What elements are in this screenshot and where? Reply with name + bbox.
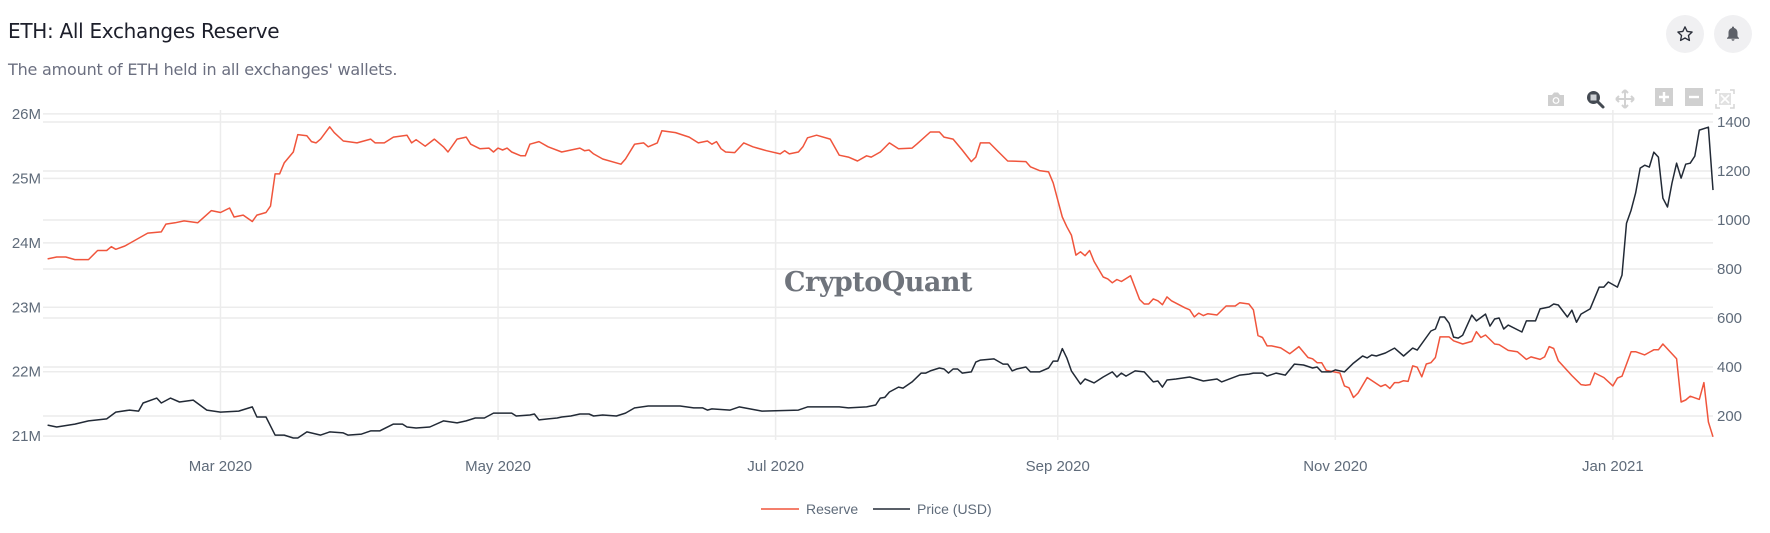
legend-item-price[interactable]: Price (USD) <box>873 501 992 517</box>
alert-button[interactable] <box>1714 15 1752 53</box>
y-right-tick-label: 1200 <box>1717 163 1750 180</box>
legend-label-reserve: Reserve <box>806 501 858 517</box>
page-title: ETH: All Exchanges Reserve <box>8 19 280 43</box>
y-left-tick-label: 22M <box>12 364 41 381</box>
y-right-tick-label: 400 <box>1717 359 1742 376</box>
zoom-in-icon <box>1655 88 1673 106</box>
y-left-tick-label: 26M <box>12 106 41 123</box>
autoscale-button[interactable] <box>1714 88 1736 110</box>
zoom-out-icon <box>1685 88 1703 106</box>
zoom-in-button[interactable] <box>1655 88 1677 110</box>
gridlines <box>43 110 1713 440</box>
y-right-tick-label: 800 <box>1717 261 1742 278</box>
y-right-tick-label: 1400 <box>1717 114 1750 131</box>
download-image-button[interactable] <box>1545 88 1567 110</box>
x-tick-label: Mar 2020 <box>189 458 252 475</box>
x-tick-label: Nov 2020 <box>1303 458 1367 475</box>
page-subtitle: The amount of ETH held in all exchanges'… <box>8 60 398 79</box>
pan-icon <box>1615 89 1635 109</box>
y-left-tick-label: 23M <box>12 299 41 316</box>
y-right-tick-label: 200 <box>1717 408 1742 425</box>
y-right-tick-label: 600 <box>1717 310 1742 327</box>
x-tick-label: Sep 2020 <box>1026 458 1090 475</box>
autoscale-icon <box>1715 89 1735 109</box>
camera-icon <box>1548 92 1564 106</box>
x-tick-label: Jan 2021 <box>1582 458 1644 475</box>
star-icon <box>1677 26 1693 42</box>
pan-button[interactable] <box>1614 88 1636 110</box>
favorite-button[interactable] <box>1666 15 1704 53</box>
y-right-tick-label: 1000 <box>1717 212 1750 229</box>
zoom-icon <box>1587 91 1605 109</box>
legend-label-price: Price (USD) <box>917 501 992 517</box>
y-left-tick-label: 25M <box>12 170 41 187</box>
bell-icon <box>1727 26 1739 41</box>
series-line-price[interactable] <box>47 126 1714 439</box>
legend-item-reserve[interactable]: Reserve <box>761 501 858 517</box>
x-tick-label: Jul 2020 <box>747 458 804 475</box>
legend: Reserve Price (USD) <box>761 501 992 517</box>
series-line-reserve[interactable] <box>47 126 1714 438</box>
zoom-button[interactable] <box>1584 88 1606 110</box>
axis-ticks: 21M 22M 23M 24M 25M 26M 200 400 600 800 1000 1200 14… <box>12 106 1751 475</box>
y-left-tick-label: 21M <box>12 428 41 445</box>
zoom-out-button[interactable] <box>1685 88 1707 110</box>
watermark-logo: CryptoQuant <box>784 267 973 298</box>
series-layer <box>47 126 1714 439</box>
x-tick-label: May 2020 <box>465 458 531 475</box>
y-left-tick-label: 24M <box>12 235 41 252</box>
